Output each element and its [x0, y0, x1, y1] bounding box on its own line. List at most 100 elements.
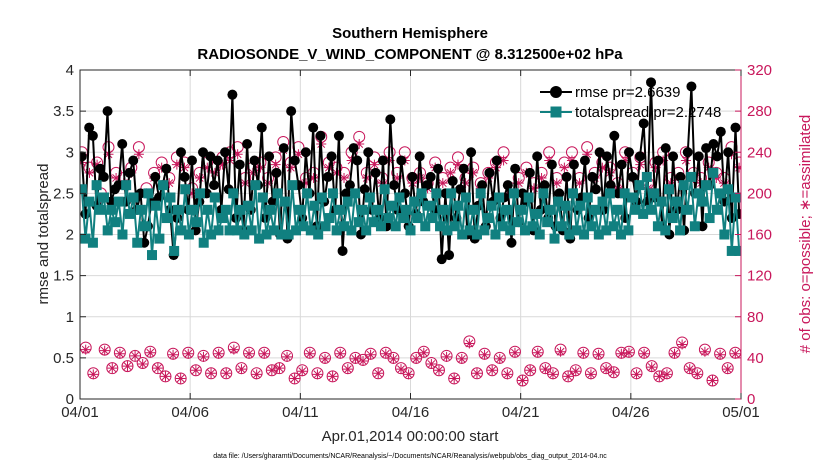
- totalspread-point: [516, 204, 527, 215]
- assimilated-point: [354, 139, 365, 150]
- assimilated-point: [152, 363, 163, 374]
- totalspread-point: [335, 204, 346, 215]
- rmse-point: [205, 151, 216, 162]
- y-tick-label: 2.5: [53, 185, 74, 202]
- totalspread-point: [575, 200, 586, 211]
- assimilated-point: [392, 172, 403, 183]
- assimilated-point: [133, 149, 144, 160]
- assimilated-point: [327, 371, 338, 382]
- rmse-point: [84, 122, 95, 133]
- totalspread-point: [235, 204, 246, 215]
- assimilated-point: [228, 344, 239, 355]
- rmse-point: [209, 180, 220, 191]
- possible-point: [106, 362, 119, 375]
- assimilated-point: [464, 338, 475, 349]
- totalspread-point: [327, 188, 338, 199]
- totalspread-point: [158, 180, 169, 191]
- rmse-point: [433, 163, 444, 174]
- assimilated-point: [730, 348, 741, 359]
- totalspread-point: [490, 229, 501, 240]
- totalspread-point: [106, 204, 117, 215]
- rmse-point: [388, 180, 399, 191]
- assimilated-point: [194, 172, 205, 183]
- y2-tick-label: 280: [747, 103, 772, 120]
- rmse-point: [609, 130, 620, 141]
- rmse-point: [348, 143, 359, 154]
- assimilated-point: [232, 149, 243, 160]
- assimilated-point: [373, 368, 384, 379]
- totalspread-point: [191, 217, 202, 228]
- assimilated-point: [445, 167, 456, 178]
- assimilated-point: [380, 348, 391, 359]
- totalspread-point: [682, 204, 693, 215]
- rmse-point: [466, 147, 477, 158]
- rmse-point: [635, 151, 646, 162]
- y2-axis-label: # of obs: o=possible; ∗=assimilated: [797, 115, 814, 354]
- totalspread-point: [390, 221, 401, 232]
- rmse-point: [198, 147, 209, 158]
- totalspread-point: [471, 229, 482, 240]
- rmse-point: [682, 147, 693, 158]
- totalspread-point: [519, 225, 530, 236]
- assimilated-point: [601, 364, 612, 375]
- totalspread-point: [623, 225, 634, 236]
- rmse-point: [333, 130, 344, 141]
- assimilated-point: [707, 375, 718, 386]
- totalspread-point: [438, 204, 449, 215]
- legend-totalspread-marker: [550, 106, 562, 118]
- totalspread-point: [512, 217, 523, 228]
- totalspread-point: [686, 171, 697, 182]
- totalspread-point: [250, 180, 261, 191]
- assimilated-point: [107, 363, 118, 374]
- y2-tick-label: 320: [747, 62, 772, 79]
- assimilated-point: [122, 361, 133, 372]
- totalspread-point: [708, 167, 719, 178]
- rmse-point: [220, 147, 231, 158]
- assimilated-point: [677, 339, 688, 350]
- assimilated-point: [437, 178, 448, 189]
- assimilated-point: [206, 368, 217, 379]
- possible-point: [562, 370, 575, 383]
- rmse-point: [264, 151, 275, 162]
- rmse-point: [425, 171, 436, 182]
- y2-tick-label: 120: [747, 268, 772, 285]
- rmse-point: [117, 139, 128, 150]
- rmse-point: [701, 143, 712, 154]
- assimilated-point: [597, 162, 608, 173]
- rmse-point: [587, 171, 598, 182]
- totalspread-point: [350, 188, 361, 199]
- totalspread-point: [697, 196, 708, 207]
- totalspread-point: [693, 188, 704, 199]
- assimilated-point: [525, 365, 536, 376]
- assimilated-point: [285, 162, 296, 173]
- assimilated-point: [418, 347, 429, 358]
- totalspread-point: [361, 225, 372, 236]
- totalspread-point: [453, 200, 464, 211]
- assimilated-point: [426, 359, 437, 370]
- assimilated-point: [715, 349, 726, 360]
- assimilated-point: [293, 149, 304, 160]
- totalspread-point: [545, 204, 556, 215]
- totalspread-point: [586, 221, 597, 232]
- totalspread-point: [446, 188, 457, 199]
- assimilated-point: [593, 349, 604, 360]
- legend: rmse pr=2.6639 totalspread pr=2.2748: [540, 84, 721, 121]
- totalspread-point: [604, 188, 615, 199]
- totalspread-point: [405, 225, 416, 236]
- totalspread-point: [331, 225, 342, 236]
- totalspread-point: [291, 225, 302, 236]
- totalspread-point: [656, 196, 667, 207]
- assimilated-point: [335, 348, 346, 359]
- assimilated-point: [342, 364, 353, 375]
- possible-point: [129, 349, 142, 362]
- rmse-point: [227, 89, 238, 100]
- rmse-point: [444, 250, 455, 261]
- totalspread-point: [660, 225, 671, 236]
- assimilated-point: [684, 364, 695, 375]
- x-tick-label: 04/26: [612, 404, 650, 421]
- assimilated-point: [255, 162, 266, 173]
- assimilated-point: [471, 368, 482, 379]
- assimilated-point: [361, 172, 372, 183]
- y2-tick-label: 160: [747, 227, 772, 244]
